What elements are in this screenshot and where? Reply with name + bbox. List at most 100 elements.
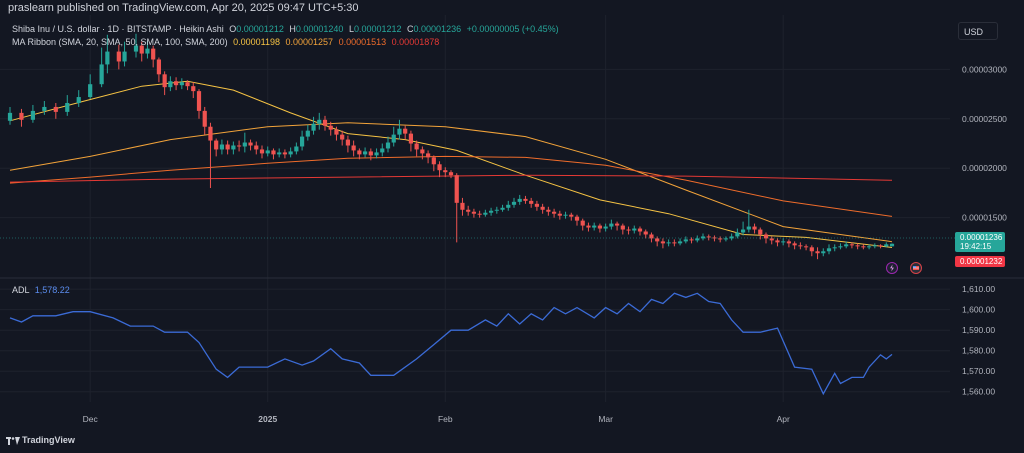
candle	[42, 101, 47, 115]
ma-line-sma-100	[9, 155, 893, 217]
candle-body	[471, 211, 477, 214]
candle	[328, 121, 333, 136]
candle-body	[620, 225, 625, 230]
candle-body	[42, 106, 47, 111]
last-price-tag: 0.00001236 19:42:15	[955, 232, 1005, 252]
candle	[242, 132, 247, 153]
candle	[872, 243, 877, 249]
candle	[322, 115, 328, 131]
candle-body	[878, 245, 883, 247]
candle-body	[792, 243, 797, 246]
candle-body	[649, 234, 654, 239]
candle-body	[299, 136, 305, 147]
candle	[586, 222, 591, 232]
bolt-icon[interactable]	[886, 262, 898, 274]
price-axis[interactable]: 0.00003000 0.00002500 0.00002000 0.00001500	[962, 64, 1007, 222]
candle	[878, 244, 883, 249]
candle	[609, 219, 614, 230]
candle	[889, 243, 895, 247]
candle-body	[76, 97, 81, 103]
symbol-name[interactable]: Shiba Inu / U.S. dollar · 1D · BITSTAMP …	[12, 24, 224, 34]
candle	[494, 206, 499, 214]
candle	[345, 135, 351, 153]
candle	[637, 226, 643, 236]
time-tick-label: Feb	[438, 414, 453, 424]
candle-body	[116, 51, 121, 62]
candle	[139, 41, 144, 62]
candle-body	[758, 229, 763, 235]
adl-line	[9, 292, 893, 396]
candle	[695, 235, 700, 243]
symbol-legend[interactable]: Shiba Inu / U.S. dollar · 1D · BITSTAMP …	[12, 24, 559, 34]
candle	[65, 95, 70, 116]
ohlc-low: 0.00001212	[353, 24, 402, 34]
candle	[168, 76, 173, 92]
candle	[231, 141, 236, 155]
adl-tick-label: 1,610.00	[962, 284, 995, 294]
candle	[614, 221, 620, 231]
candle	[340, 130, 345, 146]
candle	[471, 208, 477, 218]
time-axis[interactable]: Dec 2025 Feb Mar Apr	[83, 414, 790, 424]
candle	[786, 239, 792, 248]
candle-body	[672, 242, 677, 244]
adl-pane[interactable]	[9, 292, 893, 396]
candle	[368, 148, 373, 161]
candle-body	[53, 106, 58, 112]
candle-body	[248, 142, 253, 146]
price-tick-label: 0.00002000	[962, 163, 1007, 173]
candle	[311, 116, 316, 135]
candle	[592, 222, 597, 231]
candle	[689, 237, 694, 244]
price-change: +0.00000005 (+0.45%)	[466, 24, 559, 34]
price-pane[interactable]	[7, 33, 895, 260]
candle	[265, 146, 270, 157]
time-tick-label: Mar	[598, 414, 613, 424]
candle	[454, 173, 459, 243]
candle	[500, 204, 505, 212]
ma-ribbon-legend[interactable]: MA Ribbon (SMA, 20, SMA, 50, SMA, 100, S…	[12, 37, 439, 47]
adl-axis[interactable]: 1,610.00 1,600.00 1,590.00 1,580.00 1,570.00…	[962, 284, 995, 397]
adl-legend[interactable]: ADL 1,578.22	[12, 285, 70, 295]
candle	[294, 142, 299, 155]
candle-body	[7, 112, 13, 121]
candle	[792, 241, 797, 250]
candle	[620, 223, 625, 235]
candle-body	[735, 232, 740, 237]
candle-body	[511, 201, 517, 205]
candle	[752, 223, 757, 234]
candle	[729, 233, 734, 241]
flag-icon[interactable]	[910, 262, 922, 274]
ma-line-sma-200	[9, 174, 893, 183]
candle	[448, 170, 454, 179]
currency-button[interactable]: USD	[958, 22, 998, 40]
ma-ribbon-label[interactable]: MA Ribbon (SMA, 20, SMA, 50, SMA, 100, S…	[12, 37, 228, 47]
candle	[305, 124, 310, 141]
candle-body	[105, 51, 110, 65]
adl-label[interactable]: ADL	[12, 285, 30, 295]
price-tick-label: 0.00003000	[962, 64, 1007, 74]
ohlc-open-label: O	[229, 24, 237, 34]
candle-body	[866, 246, 872, 248]
candle	[706, 234, 711, 241]
candle	[374, 148, 379, 159]
candle	[838, 243, 843, 250]
time-tick-label: Apr	[777, 414, 790, 424]
candle-body	[529, 200, 534, 204]
candle-body	[214, 140, 219, 150]
candle-body	[431, 157, 436, 165]
candle-body	[277, 152, 282, 155]
candle	[259, 145, 265, 159]
candle	[534, 200, 540, 211]
candle	[334, 126, 339, 141]
tradingview-logo[interactable]: TradingView	[6, 435, 75, 445]
candle-body	[420, 149, 425, 154]
candle	[861, 244, 866, 250]
candle-body	[391, 134, 396, 143]
candle-body	[655, 238, 660, 242]
candle	[403, 125, 408, 140]
candle-body	[408, 133, 414, 144]
candle	[775, 238, 780, 247]
candle-body	[861, 246, 866, 248]
